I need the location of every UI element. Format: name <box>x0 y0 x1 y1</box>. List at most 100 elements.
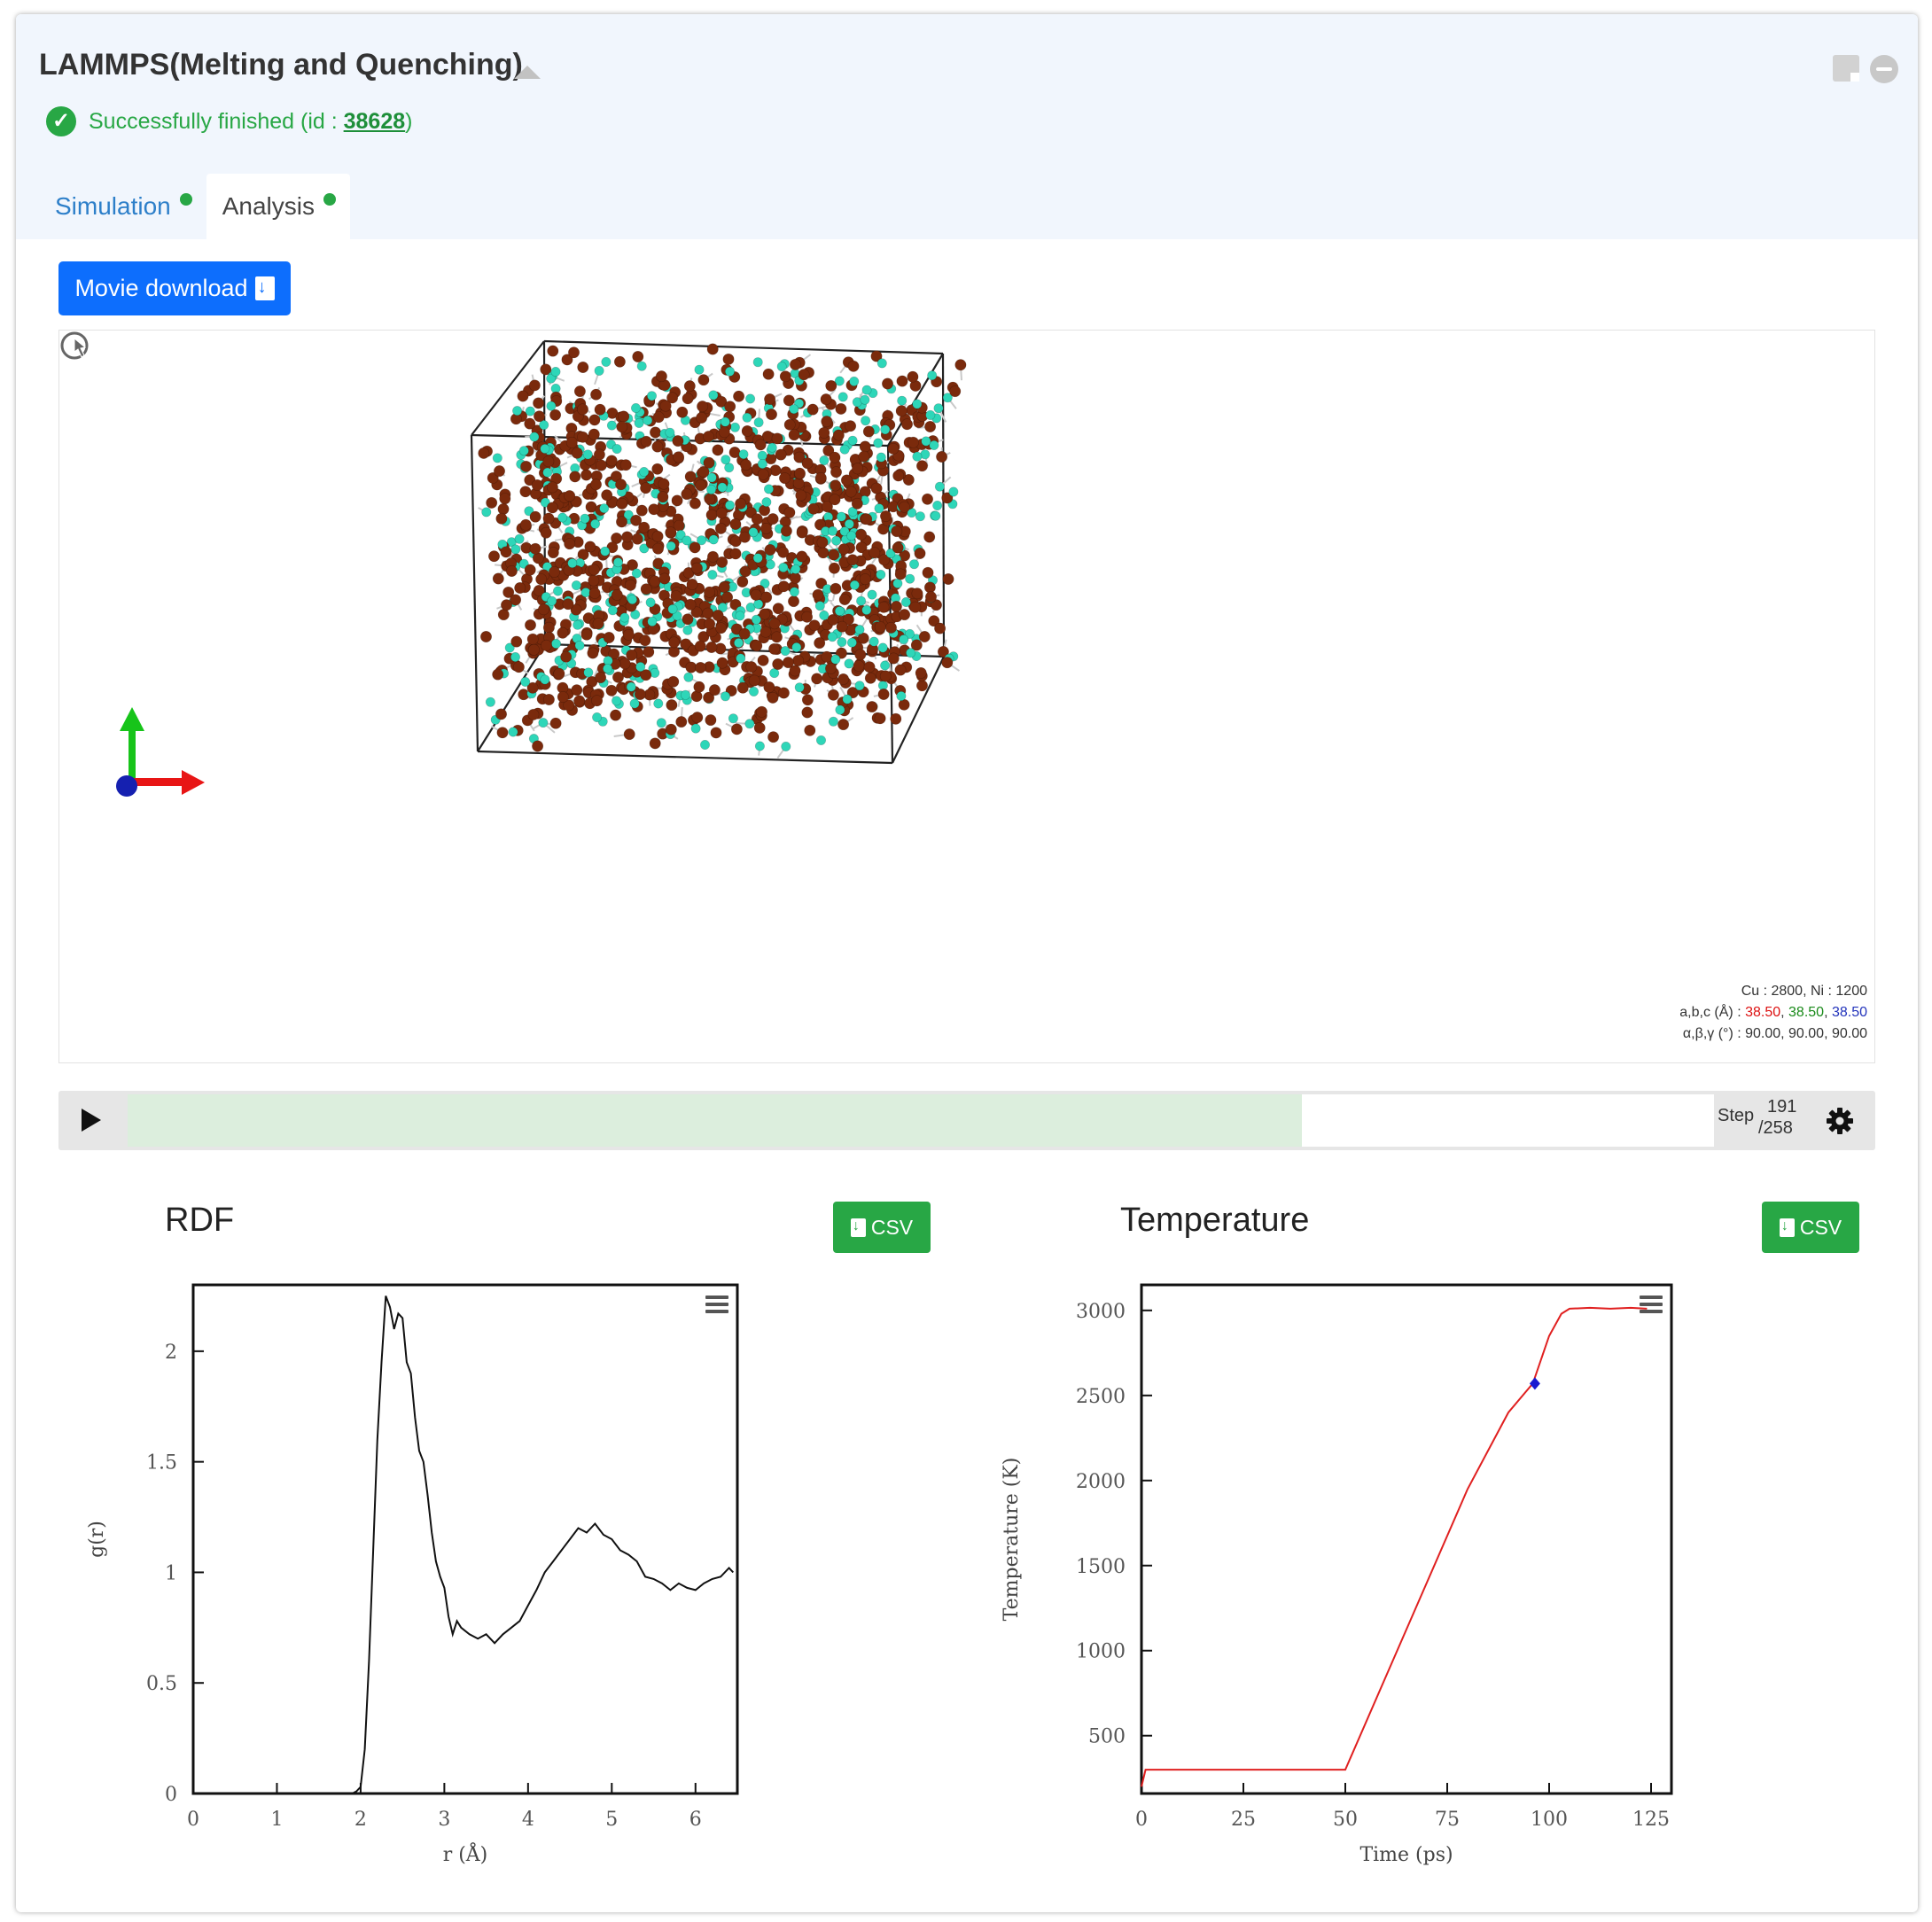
cu-atom <box>937 645 949 658</box>
cu-atom <box>695 479 707 492</box>
tab-analysis[interactable]: Analysis <box>206 174 350 239</box>
cu-atom <box>631 533 643 545</box>
cu-atom <box>542 621 555 634</box>
ni-atom <box>728 713 738 724</box>
ni-atom <box>915 511 925 522</box>
cu-atom <box>680 638 692 650</box>
ni-atom <box>717 482 728 493</box>
cu-atom <box>594 403 606 416</box>
chart-menu-icon[interactable] <box>705 1296 728 1313</box>
ni-atom <box>546 373 557 384</box>
current-step-marker <box>1529 1377 1540 1390</box>
ni-atom <box>485 696 495 707</box>
ni-atom <box>601 356 612 367</box>
ni-atom <box>550 638 561 649</box>
ni-atom <box>583 667 594 678</box>
cu-atom <box>892 470 905 482</box>
cu-atom <box>696 412 708 424</box>
cu-atom <box>548 565 560 578</box>
file-download-icon <box>254 276 275 300</box>
ni-atom <box>550 366 561 377</box>
cu-atom <box>593 448 605 461</box>
cu-atom <box>657 491 669 503</box>
note-icon[interactable] <box>1833 55 1859 82</box>
cu-atom <box>796 526 808 539</box>
cu-atom <box>540 639 552 651</box>
cu-atom <box>671 494 683 507</box>
cu-atom <box>540 363 552 376</box>
ni-atom <box>738 449 749 460</box>
box-edge <box>887 353 944 447</box>
cu-atom <box>592 618 604 630</box>
ni-atom <box>706 472 717 483</box>
cu-atom <box>618 410 630 423</box>
cu-atom <box>684 471 697 483</box>
tab-simulation[interactable]: Simulation <box>39 174 206 239</box>
cu-atom <box>706 343 719 355</box>
cu-atom <box>569 471 581 483</box>
cu-atom <box>782 657 794 669</box>
step-slider[interactable] <box>128 1094 1714 1147</box>
lattice-a: 38.50 <box>1745 1005 1781 1020</box>
cu-atom <box>724 401 736 413</box>
cu-atom <box>565 436 578 448</box>
cu-atom <box>895 405 908 417</box>
movie-download-button[interactable]: Movie download <box>58 261 291 315</box>
ni-atom <box>514 533 525 544</box>
cu-atom <box>495 512 508 525</box>
cu-atom <box>694 661 706 673</box>
cu-atom <box>505 564 518 577</box>
cu-atom <box>595 672 607 684</box>
cu-atom <box>547 547 559 559</box>
collapse-caret-icon[interactable] <box>514 66 541 79</box>
rdf-csv-button[interactable]: CSV <box>833 1202 931 1253</box>
y-tick-label: 1 <box>165 1562 177 1584</box>
cu-atom <box>789 665 801 677</box>
cu-atom <box>768 642 781 655</box>
cu-atom <box>898 698 910 711</box>
structure-viewer[interactable]: Cu : 2800, Ni : 1200 a,b,c (Å) : 38.50, … <box>58 330 1875 1063</box>
gear-icon[interactable] <box>1826 1107 1854 1135</box>
ni-atom <box>856 595 867 606</box>
cu-atom <box>821 650 833 663</box>
lattice-b: 38.50 <box>1788 1005 1825 1020</box>
job-id-link[interactable]: 38628 <box>343 108 406 134</box>
cu-atom <box>632 350 644 362</box>
cu-atom <box>806 403 819 416</box>
minimize-icon[interactable] <box>1870 55 1898 83</box>
cu-atom <box>884 621 897 634</box>
cu-atom <box>754 439 767 451</box>
ni-atom <box>580 513 590 524</box>
cu-atom <box>866 701 878 713</box>
cu-atom <box>760 523 772 535</box>
ni-atom <box>635 661 646 672</box>
pointer-mode-icon[interactable] <box>59 331 93 364</box>
step-label: Step <box>1718 1106 1755 1125</box>
box-edge <box>892 656 945 764</box>
ni-atom <box>948 486 959 497</box>
ni-atom <box>846 531 857 541</box>
ni-atom <box>880 424 891 435</box>
atom-scene[interactable] <box>59 331 1876 1064</box>
x-tick-label: 1 <box>270 1809 283 1831</box>
cu-atom <box>537 603 549 616</box>
temperature-csv-button[interactable]: CSV <box>1762 1202 1859 1253</box>
play-icon[interactable] <box>82 1109 101 1132</box>
ni-atom <box>512 406 523 416</box>
ni-atom <box>830 654 841 665</box>
cu-atom <box>683 380 696 393</box>
cu-atom <box>836 620 848 633</box>
cu-atom <box>670 590 682 603</box>
cu-atom <box>857 632 869 644</box>
ni-atom <box>763 484 774 494</box>
cu-atom <box>703 456 715 469</box>
cell-info: Cu : 2800, Ni : 1200 a,b,c (Å) : 38.50, … <box>1679 981 1867 1045</box>
cu-atom <box>767 691 779 704</box>
cu-atom <box>801 457 814 470</box>
cu-atom <box>526 633 539 645</box>
chart-menu-icon[interactable] <box>1640 1296 1663 1313</box>
x-tick-label: 3 <box>438 1809 450 1831</box>
cu-atom <box>795 489 807 502</box>
cu-atom <box>757 468 769 480</box>
cu-atom <box>546 481 558 494</box>
